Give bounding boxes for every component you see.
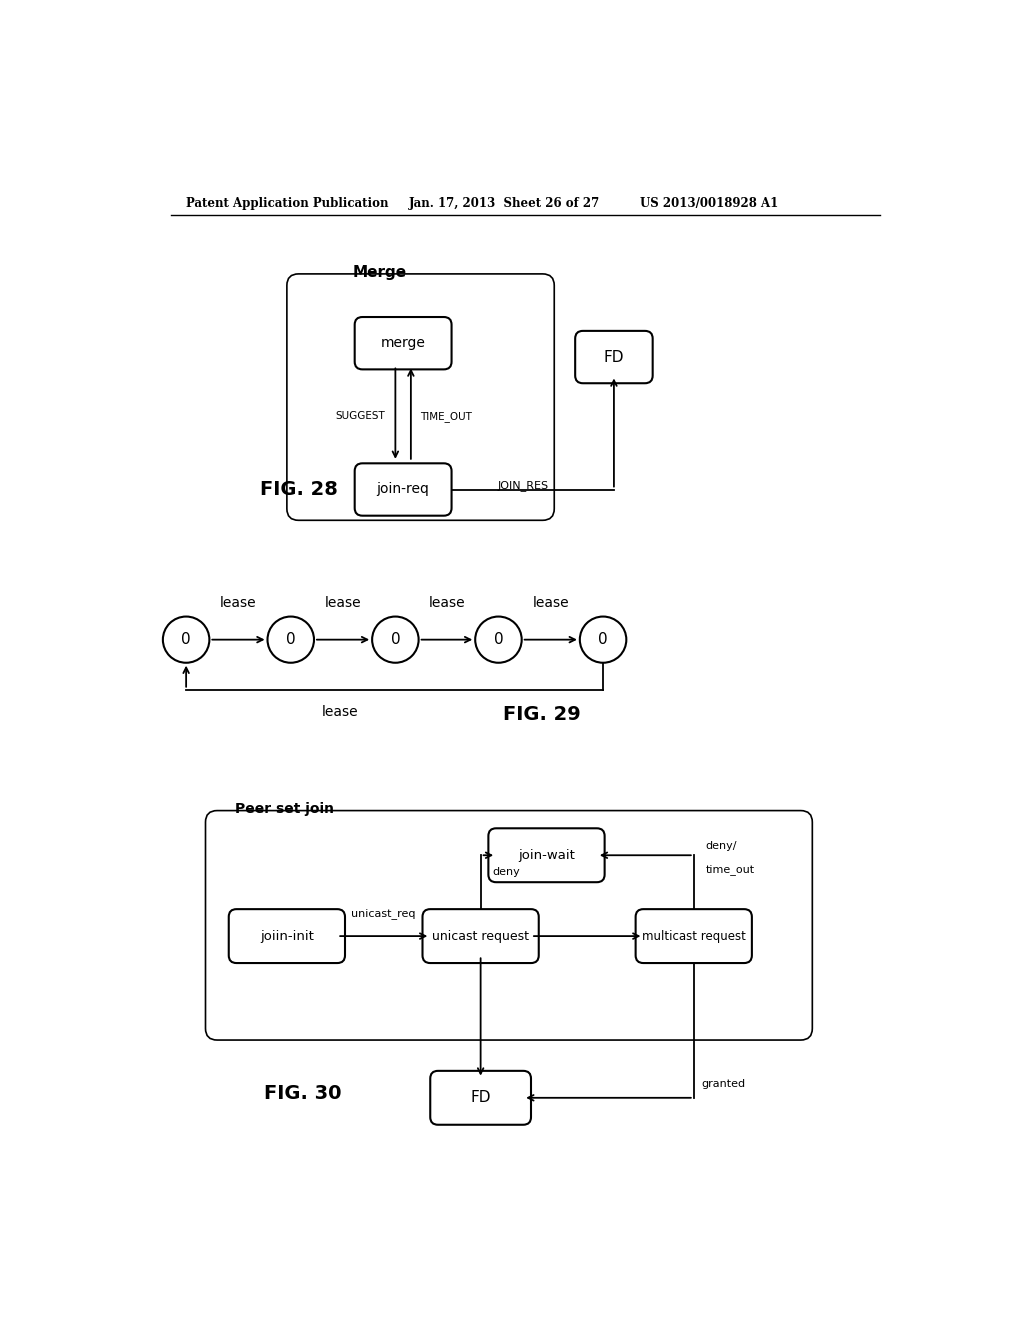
Text: lease: lease [220,597,257,610]
Text: 0: 0 [286,632,296,647]
Text: lease: lease [325,597,361,610]
Text: lease: lease [429,597,465,610]
Text: multicast request: multicast request [642,929,745,942]
Text: Patent Application Publication: Patent Application Publication [186,197,389,210]
FancyBboxPatch shape [423,909,539,964]
Text: deny: deny [493,867,520,876]
Text: merge: merge [381,337,426,350]
Text: JOIN_RES: JOIN_RES [498,480,549,491]
Text: FIG. 28: FIG. 28 [260,480,338,499]
Text: TIME_OUT: TIME_OUT [420,411,472,422]
Text: US 2013/0018928 A1: US 2013/0018928 A1 [640,197,778,210]
FancyBboxPatch shape [354,463,452,516]
Text: join-req: join-req [377,483,429,496]
Text: Merge: Merge [352,265,407,280]
FancyBboxPatch shape [206,810,812,1040]
Text: join-wait: join-wait [518,849,574,862]
Text: SUGGEST: SUGGEST [336,412,385,421]
Text: joiin-init: joiin-init [260,929,313,942]
FancyBboxPatch shape [488,829,604,882]
FancyBboxPatch shape [228,909,345,964]
Text: 0: 0 [181,632,190,647]
FancyBboxPatch shape [354,317,452,370]
FancyBboxPatch shape [575,331,652,383]
Text: deny/: deny/ [706,841,737,851]
Text: lease: lease [322,705,358,719]
Text: Jan. 17, 2013  Sheet 26 of 27: Jan. 17, 2013 Sheet 26 of 27 [409,197,600,210]
Text: 0: 0 [598,632,608,647]
Text: granted: granted [701,1078,745,1089]
Text: 0: 0 [494,632,503,647]
Text: FD: FD [604,350,625,364]
Text: time_out: time_out [706,865,755,875]
Text: 0: 0 [390,632,400,647]
Text: unicast_req: unicast_req [351,908,416,919]
Text: lease: lease [532,597,569,610]
Text: Peer set join: Peer set join [234,803,334,816]
FancyBboxPatch shape [636,909,752,964]
Text: FIG. 30: FIG. 30 [263,1085,341,1104]
Text: unicast request: unicast request [432,929,529,942]
FancyBboxPatch shape [430,1071,531,1125]
FancyBboxPatch shape [287,275,554,520]
Text: FD: FD [470,1090,490,1105]
Text: FIG. 29: FIG. 29 [503,705,581,725]
